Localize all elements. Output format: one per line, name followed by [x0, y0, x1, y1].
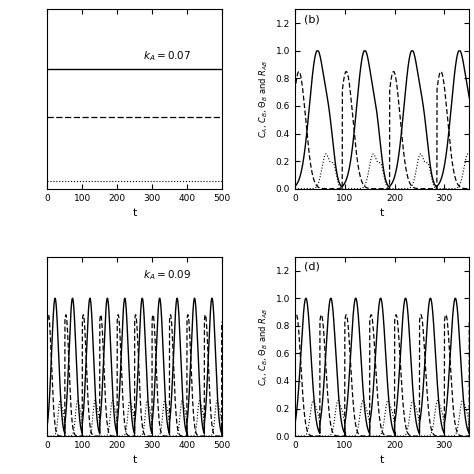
Text: (b): (b)	[304, 14, 319, 24]
Y-axis label: $C_A$, $C_B$, $\Theta_B$ and $R_{AB}$: $C_A$, $C_B$, $\Theta_B$ and $R_{AB}$	[258, 60, 270, 138]
X-axis label: t: t	[132, 456, 137, 465]
Text: $k_A=0.07$: $k_A=0.07$	[143, 50, 191, 64]
Text: (d): (d)	[304, 261, 319, 272]
X-axis label: t: t	[380, 456, 384, 465]
X-axis label: t: t	[132, 208, 137, 218]
X-axis label: t: t	[380, 208, 384, 218]
Text: $k_A=0.09$: $k_A=0.09$	[143, 268, 191, 282]
Y-axis label: $C_A$, $C_B$, $\Theta_B$ and $R_{AB}$: $C_A$, $C_B$, $\Theta_B$ and $R_{AB}$	[258, 307, 270, 386]
